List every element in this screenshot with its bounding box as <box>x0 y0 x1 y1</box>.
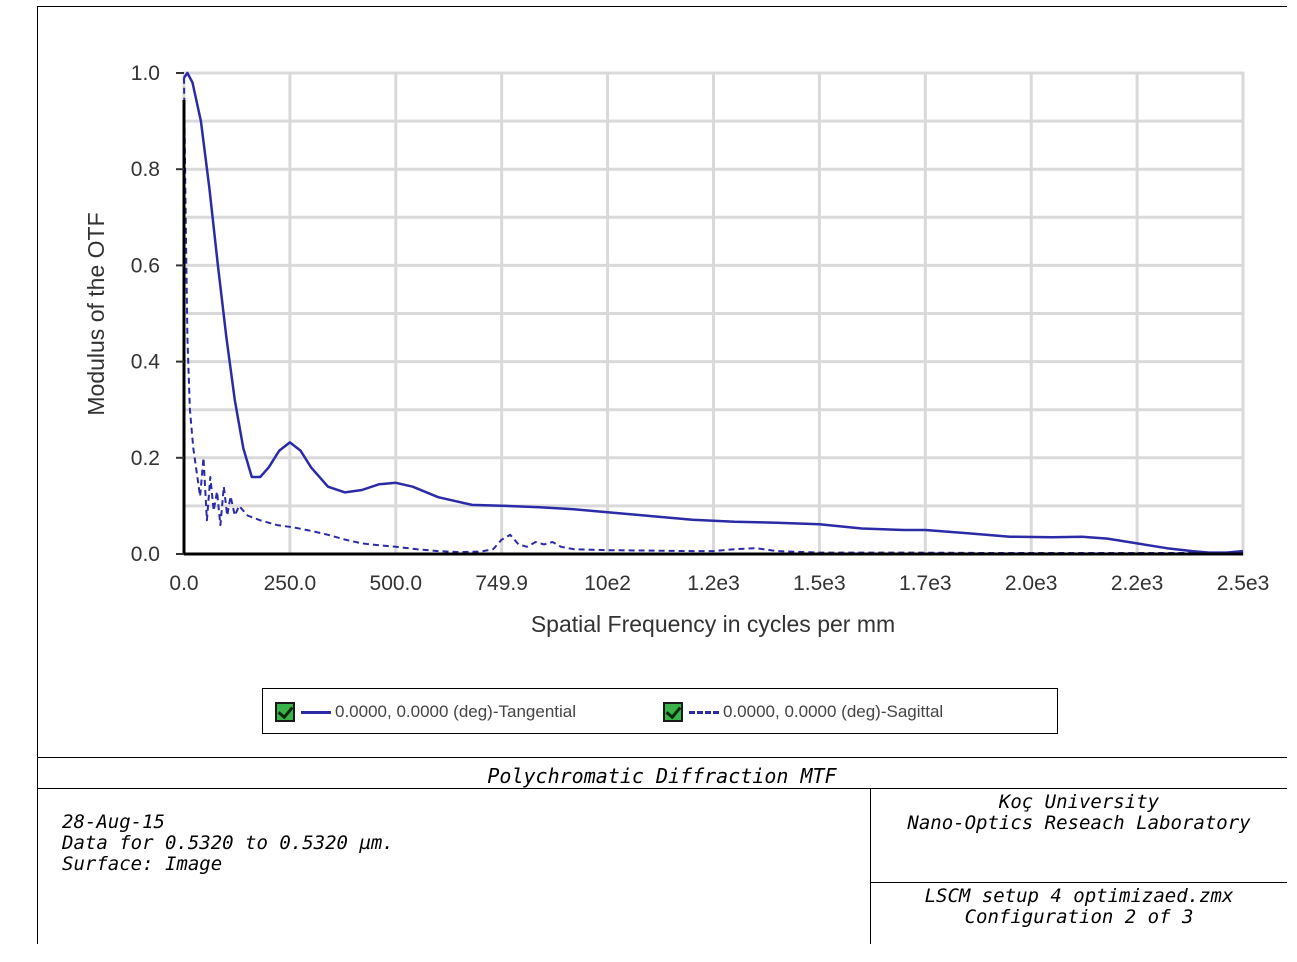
report-title-bar: Polychromatic Diffraction MTF <box>37 757 1287 789</box>
report-info-left: 28-Aug-15 Data for 0.5320 to 0.5320 µm. … <box>62 812 394 875</box>
report-title: Polychromatic Diffraction MTF <box>487 764 837 788</box>
x-tick-label: 250.0 <box>264 572 317 595</box>
report-institution: Koç University <box>998 791 1160 813</box>
legend-item-sagittal[interactable]: 0.0000, 0.0000 (deg)-Sagittal <box>663 689 943 735</box>
legend-item-tangential[interactable]: 0.0000, 0.0000 (deg)-Tangential <box>275 689 576 735</box>
report-file: LSCM setup 4 optimizaed.zmx <box>924 885 1234 907</box>
y-axis-title: Modulus of the OTF <box>83 212 109 415</box>
plot-frame <box>37 6 1287 944</box>
y-tick-label: 0.6 <box>131 254 160 277</box>
report-data-range: Data for 0.5320 to 0.5320 µm. <box>62 832 394 854</box>
x-tick-label: 500.0 <box>370 572 423 595</box>
dashed-line-swatch-icon <box>689 710 719 714</box>
y-tick-label: 0.0 <box>131 543 160 566</box>
x-tick-label: 2.2e3 <box>1111 572 1164 595</box>
x-tick-label: 1.2e3 <box>687 572 740 595</box>
x-tick-label: 1.5e3 <box>793 572 846 595</box>
x-tick-label: 749.9 <box>475 572 528 595</box>
chart-axes: 0.0 0.2 0.4 0.6 0.8 1.0 0.0 250.0 500.0 749.9 10e2… <box>131 62 1269 595</box>
checkbox-checked-icon[interactable] <box>275 702 295 722</box>
x-tick-label: 0.0 <box>169 572 198 595</box>
series-line-tangential <box>182 71 1244 554</box>
report-date: 28-Aug-15 <box>62 811 165 833</box>
legend: 0.0000, 0.0000 (deg)-Tangential 0.0000, … <box>262 688 1058 734</box>
y-tick-label: 1.0 <box>131 62 160 85</box>
solid-line-swatch-icon <box>301 710 331 714</box>
x-tick-label: 2.5e3 <box>1217 572 1270 595</box>
report-surface: Surface: Image <box>62 853 223 875</box>
mtf-chart: 0.0 0.2 0.4 0.6 0.8 1.0 0.0 250.0 500.0 749.9 10e2… <box>83 62 1269 637</box>
checkbox-checked-icon[interactable] <box>663 702 683 722</box>
report-lab: Nano-Optics Reseach Laboratory <box>907 812 1251 834</box>
y-tick-label: 0.2 <box>131 447 160 470</box>
chart-grid <box>182 71 1245 556</box>
y-tick-label: 0.8 <box>131 158 160 181</box>
legend-label-tangential: 0.0000, 0.0000 (deg)-Tangential <box>335 702 577 721</box>
x-axis-title: Spatial Frequency in cycles per mm <box>531 611 895 637</box>
report-institution-box: Koç University Nano-Optics Reseach Labor… <box>870 789 1287 883</box>
x-tick-label: 10e2 <box>584 572 631 595</box>
x-tick-label: 1.7e3 <box>899 572 952 595</box>
report-configuration: Configuration 2 of 3 <box>964 906 1194 928</box>
legend-label-sagittal: 0.0000, 0.0000 (deg)-Sagittal <box>723 702 944 721</box>
report-file-box: LSCM setup 4 optimizaed.zmx Configuratio… <box>870 883 1287 944</box>
x-tick-label: 2.0e3 <box>1005 572 1058 595</box>
y-tick-label: 0.4 <box>131 351 161 374</box>
series-layer <box>182 71 1244 554</box>
series-line-sagittal <box>183 77 1243 554</box>
